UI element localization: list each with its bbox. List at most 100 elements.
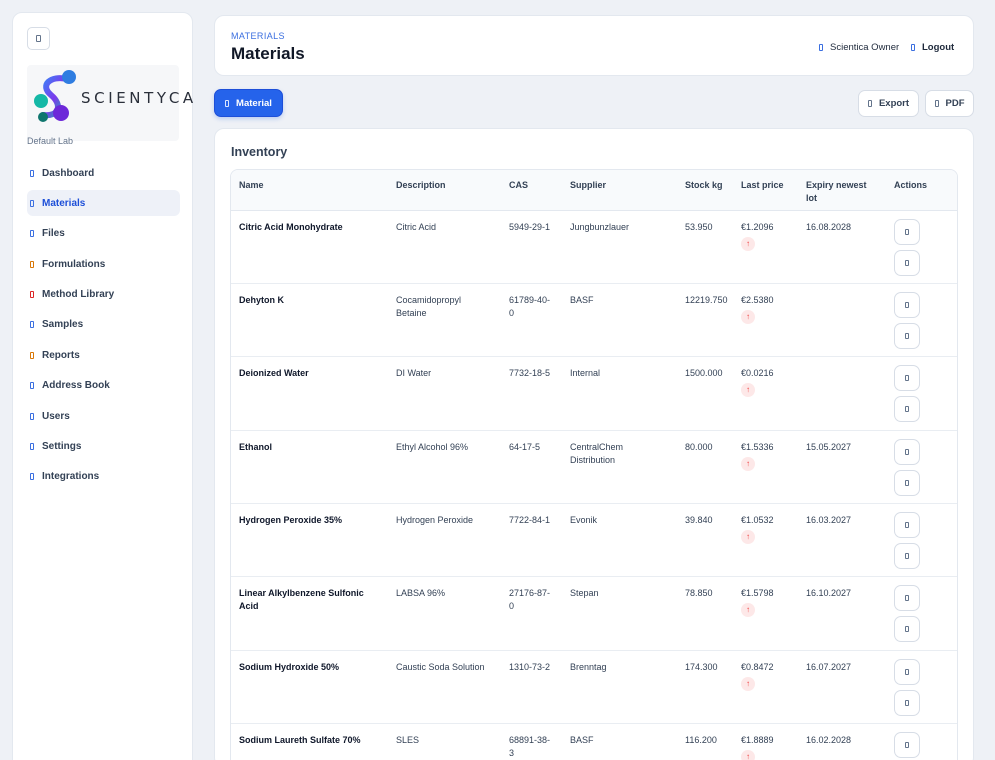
material-cas: 27176-87-0 (501, 576, 562, 651)
material-name[interactable]: Deionized Water (231, 356, 388, 431)
row-actions (886, 723, 957, 760)
column-header-supplier[interactable]: Supplier (562, 170, 677, 211)
brand-name: SCIENTYCA (81, 89, 197, 107)
edit-button[interactable] (894, 732, 920, 759)
reports-icon (30, 351, 34, 359)
edit-button[interactable] (894, 291, 920, 318)
material-expiry (798, 356, 886, 431)
material-name[interactable]: Sodium Hydroxide 50% (231, 650, 388, 725)
column-header-price[interactable]: Last price (733, 170, 798, 211)
delete-icon (905, 553, 909, 560)
table-row[interactable]: Ethanol Ethyl Alcohol 96% 64-17-5 CentralCh… (231, 430, 957, 505)
sidebar-item-samples[interactable]: Samples (27, 312, 180, 338)
delete-button[interactable] (894, 322, 920, 349)
table-row[interactable]: Sodium Hydroxide 50% Caustic Soda Solutio… (231, 650, 957, 725)
sidebar-item-label: Materials (42, 197, 86, 209)
edit-button[interactable] (894, 438, 920, 465)
price-up-icon: ↑ (741, 750, 755, 760)
material-name[interactable]: Linear Alkylbenzene Sulfonic Acid (231, 576, 388, 651)
edit-button[interactable] (894, 658, 920, 685)
material-description: Cocamidopropyl Betaine (388, 283, 501, 358)
material-expiry: 16.08.2028 (798, 210, 886, 284)
material-stock: 1500.000 (677, 356, 733, 431)
sidebar-item-formulations[interactable]: Formulations (27, 251, 180, 277)
material-supplier: Jungbunzlauer (562, 210, 677, 284)
edit-button[interactable] (894, 365, 920, 392)
price-up-icon: ↑ (741, 456, 755, 471)
price-up-icon: ↑ (741, 383, 755, 398)
pdf-button[interactable]: PDF (925, 90, 974, 117)
material-price-cell: €0.8472 ↑ (733, 650, 798, 725)
files-icon (30, 230, 34, 238)
logout-button[interactable]: Logout (911, 42, 954, 53)
material-expiry (798, 283, 886, 358)
material-stock: 12219.750 (677, 283, 733, 358)
sidebar-item-materials[interactable]: Materials (27, 190, 180, 217)
sidebar-item-label: Integrations (42, 471, 100, 483)
sidebar-item-dashboard[interactable]: Dashboard (27, 160, 180, 186)
user-menu[interactable]: Scientica Owner (819, 42, 899, 53)
material-supplier: Internal (562, 356, 677, 431)
column-header-description[interactable]: Description (388, 170, 501, 211)
samples-icon (30, 321, 34, 329)
material-cas: 64-17-5 (501, 430, 562, 505)
column-header-stock[interactable]: Stock kg (677, 170, 733, 211)
delete-icon (905, 259, 909, 266)
material-stock: 80.000 (677, 430, 733, 505)
edit-icon (905, 228, 909, 235)
material-name[interactable]: Hydrogen Peroxide 35% (231, 503, 388, 578)
delete-button[interactable] (894, 396, 920, 423)
table-row[interactable]: Linear Alkylbenzene Sulfonic Acid LABSA 9… (231, 576, 957, 651)
sidebar-item-method-library[interactable]: Method Library (27, 282, 180, 308)
sidebar-item-label: Address Book (42, 380, 110, 392)
material-name[interactable]: Sodium Laureth Sulfate 70% (231, 723, 388, 760)
sidebar-item-settings[interactable]: Settings (27, 434, 180, 460)
material-name[interactable]: Ethanol (231, 430, 388, 505)
table-row[interactable]: Citric Acid Monohydrate Citric Acid 5949-2… (231, 210, 957, 284)
export-button[interactable]: Export (858, 90, 919, 117)
inventory-table: Name Description CAS Supplier Stock kg L… (230, 169, 958, 760)
table-row[interactable]: Dehyton K Cocamidopropyl Betaine 61789-40-… (231, 283, 957, 358)
pdf-label: PDF (945, 98, 965, 109)
table-row[interactable]: Hydrogen Peroxide 35% Hydrogen Peroxide 77… (231, 503, 957, 578)
sidebar-item-files[interactable]: Files (27, 221, 180, 247)
delete-button[interactable] (894, 616, 920, 643)
delete-button[interactable] (894, 689, 920, 716)
delete-button[interactable] (894, 249, 920, 276)
edit-button[interactable] (894, 218, 920, 245)
column-header-name[interactable]: Name (231, 170, 388, 211)
sidebar-toggle-button[interactable] (27, 27, 50, 50)
edit-icon (905, 742, 909, 749)
breadcrumb[interactable]: MATERIALS (231, 31, 285, 41)
material-stock: 39.840 (677, 503, 733, 578)
material-price-cell: €1.8889 ↑ (733, 723, 798, 760)
edit-button[interactable] (894, 512, 920, 539)
table-row[interactable]: Sodium Laureth Sulfate 70% SLES 68891-38-3… (231, 723, 957, 760)
material-supplier: Evonik (562, 503, 677, 578)
material-name[interactable]: Dehyton K (231, 283, 388, 358)
material-supplier: BASF (562, 283, 677, 358)
price-up-icon: ↑ (741, 676, 755, 691)
table-row[interactable]: Deionized Water DI Water 7732-18-5 Internal… (231, 356, 957, 431)
add-material-button[interactable]: Material (214, 89, 283, 117)
sidebar-item-users[interactable]: Users (27, 403, 180, 429)
inventory-card: Inventory Name Description CAS Supplier … (214, 128, 974, 760)
material-supplier: Brenntag (562, 650, 677, 725)
sidebar-item-reports[interactable]: Reports (27, 342, 180, 368)
sidebar-item-address-book[interactable]: Address Book (27, 373, 180, 399)
sidebar-item-label: Dashboard (42, 167, 95, 179)
sidebar: SCIENTYCA Default Lab Dashboard Material… (12, 12, 193, 760)
sidebar-item-integrations[interactable]: Integrations (27, 464, 180, 490)
column-header-cas[interactable]: CAS (501, 170, 562, 211)
material-supplier: Stepan (562, 576, 677, 651)
material-stock: 78.850 (677, 576, 733, 651)
sidebar-item-label: Method Library (42, 289, 115, 301)
column-header-expiry[interactable]: Expiry newest lot (798, 170, 886, 211)
delete-button[interactable] (894, 543, 920, 570)
material-supplier: CentralChem Distribution (562, 430, 677, 505)
row-actions (886, 210, 957, 284)
material-price: €2.5380 (741, 294, 774, 305)
material-name[interactable]: Citric Acid Monohydrate (231, 210, 388, 284)
edit-button[interactable] (894, 585, 920, 612)
delete-button[interactable] (894, 469, 920, 496)
